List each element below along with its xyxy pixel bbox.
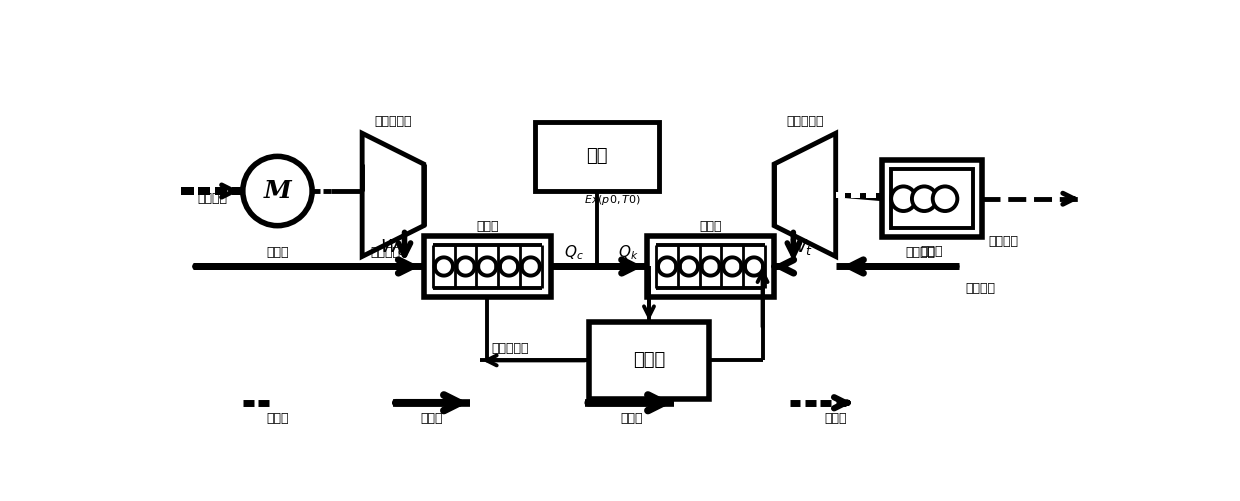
Text: 多级涡轮机: 多级涡轮机 [786,115,823,128]
Text: 电能流: 电能流 [825,412,847,425]
Circle shape [892,186,916,211]
Text: 出口空气: 出口空气 [905,246,936,259]
Text: 交换器: 交换器 [476,220,498,233]
Text: 发电机: 发电机 [267,246,289,259]
Text: 发电机: 发电机 [920,244,944,258]
Bar [867,192,875,198]
Text: $Q_k$: $Q_k$ [618,243,639,262]
Text: 机械能: 机械能 [267,412,289,425]
Circle shape [243,156,312,225]
Text: $W_c$: $W_c$ [379,237,407,257]
Text: 热量流: 热量流 [420,412,443,425]
Text: $W_t$: $W_t$ [789,237,813,257]
Bar [181,187,193,195]
Text: 输出电能: 输出电能 [988,234,1018,247]
Bar [882,160,982,237]
Text: $Ex(p0,T0)$: $Ex(p0,T0)$ [584,193,641,207]
Text: 交换器: 交换器 [699,220,722,233]
Bar [536,122,658,191]
Bar [892,169,972,228]
Polygon shape [362,133,424,257]
Polygon shape [774,133,836,257]
Text: $Q_c$: $Q_c$ [564,243,584,262]
Bar [424,235,551,297]
Text: 输入热量: 输入热量 [965,282,994,295]
Circle shape [932,186,957,211]
Circle shape [911,186,936,211]
Bar [589,322,708,399]
Bar [198,187,211,195]
Text: 输出冷却量: 输出冷却量 [491,342,529,355]
Bar [647,235,774,297]
Text: 气罐: 气罐 [587,147,608,165]
Bar [215,187,227,195]
Bar [232,187,244,195]
Text: 多级压缩机: 多级压缩机 [374,115,412,128]
Text: 冷却流: 冷却流 [620,412,642,425]
Text: M: M [264,179,291,203]
Text: 入口空气: 入口空气 [371,246,401,259]
Bar [851,192,861,198]
Text: 蓄热器: 蓄热器 [632,351,665,369]
Bar [836,192,844,198]
Text: 输入电能: 输入电能 [197,192,227,205]
